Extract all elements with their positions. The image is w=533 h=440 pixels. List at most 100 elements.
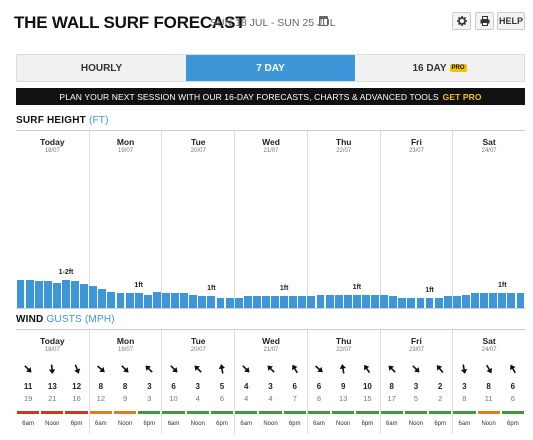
wind-speed: 8: [486, 382, 491, 391]
day-name: Thu: [335, 137, 352, 147]
time-label: 6pm: [216, 421, 228, 427]
wind-gust: 16: [72, 394, 81, 403]
wind-gust: 17: [387, 394, 396, 403]
surf-height-bar: [52, 282, 61, 308]
day-name: Wed: [262, 336, 280, 346]
surf-height-bar: [471, 293, 479, 308]
wind-direction-arrow-icon: [485, 364, 492, 374]
tab-hourly[interactable]: HOURLY: [17, 55, 186, 81]
day-date: 20/07: [190, 347, 206, 353]
day-name: Fri: [410, 336, 422, 346]
surf-height-bar: [143, 294, 152, 308]
calendar-icon[interactable]: [319, 16, 328, 26]
surf-height-bar: [516, 293, 525, 308]
wind-rating-band: [235, 411, 258, 414]
day-date: 24/07: [481, 347, 497, 353]
surf-day-column: Fri 23/07: [379, 131, 453, 308]
wind-speed: 13: [47, 382, 57, 391]
wind-gust: 6: [219, 394, 225, 403]
surf-height-bar: [207, 296, 216, 308]
print-button[interactable]: [475, 12, 494, 30]
surf-height-bar: [416, 297, 425, 308]
surf-day-column: Today 18/07: [16, 131, 89, 308]
time-label: 6pm: [288, 421, 301, 427]
wind-direction-arrow-icon: [339, 364, 347, 374]
wind-chart: Today 18/07 Mon 19/07 Tue 20/07 Wed 21/07 Thu 22/…: [16, 329, 525, 434]
day-name: Today: [40, 137, 65, 147]
time-label: 6am: [385, 421, 398, 427]
surf-height-bar: [43, 281, 52, 308]
day-date: 18/07: [44, 347, 60, 353]
pro-badge: PRO: [449, 64, 467, 72]
day-name: Wed: [262, 137, 280, 147]
wind-rating-band: [283, 411, 306, 414]
wind-rating-band: [501, 411, 524, 414]
wind-direction-arrow-icon: [388, 365, 396, 373]
wind-gust: 15: [363, 394, 372, 403]
wind-speed: 12: [72, 382, 82, 391]
wind-gust: 9: [122, 394, 128, 403]
day-name: Tue: [191, 336, 206, 346]
wind-day-column: Today 18/07: [16, 330, 89, 434]
get-pro-link[interactable]: GET PRO: [442, 91, 482, 102]
surf-unit: (FT): [88, 115, 109, 126]
surf-height-bar: [80, 284, 89, 308]
wind-rating-band: [429, 411, 452, 414]
surf-height-bar: [234, 297, 243, 308]
wind-gust: 4: [244, 394, 249, 403]
wind-gust: 11: [484, 394, 493, 403]
wind-rating-band: [17, 411, 40, 414]
time-label: 6pm: [507, 421, 519, 427]
wind-gust: 19: [23, 394, 33, 403]
tab-7-day[interactable]: 7 DAY: [186, 55, 355, 81]
surf-height-bar: [489, 293, 498, 308]
banner-text: PLAN YOUR NEXT SESSION WITH OUR 16-DAY F…: [59, 91, 439, 102]
wind-day-column: Wed 21/07: [234, 330, 307, 434]
surf-height-label: 1-2ft: [58, 268, 74, 276]
day-date: 23/07: [408, 347, 424, 353]
surf-height-bar: [307, 296, 316, 308]
surf-height-bar: [452, 296, 461, 308]
surf-height-label: 1ft: [134, 282, 143, 289]
wind-direction-arrow-icon: [24, 365, 32, 373]
tab-16-day-label: 16 DAY: [412, 62, 447, 74]
header: THE WALL SURF FORECAST SUN 18 JUL - SUN …: [14, 10, 525, 34]
surf-height-bar: [71, 281, 79, 308]
wind-rating-band: [404, 411, 428, 414]
surf-height-title: SURF HEIGHT (FT): [16, 115, 109, 126]
tab-16-day[interactable]: 16 DAY PRO: [355, 55, 524, 81]
wind-speed: 8: [122, 382, 128, 391]
wind-rating-band: [89, 411, 112, 414]
surf-height-bar: [434, 297, 443, 308]
wind-reading: 6 10: [162, 364, 186, 408]
surf-height-bar: [380, 294, 389, 308]
surf-height-bar: [125, 293, 134, 308]
surf-height-bar: [89, 285, 98, 308]
surf-height-bar: [152, 291, 161, 308]
wind-gust: 3: [147, 394, 152, 403]
time-label: 6pm: [143, 421, 156, 427]
wind-reading: 12 16: [65, 364, 89, 408]
wind-unit: (MPH): [84, 314, 115, 325]
surf-day-column: Tue 20/07: [161, 131, 234, 308]
time-label: 6pm: [434, 421, 446, 427]
wind-direction-arrow-icon: [96, 365, 105, 373]
time-label: 6am: [94, 421, 107, 427]
wind-speed: 3: [195, 382, 200, 391]
day-name: Mon: [116, 336, 135, 346]
wind-gust: 7: [292, 394, 297, 403]
surf-height-bar: [443, 296, 452, 308]
help-button[interactable]: HELP: [497, 12, 525, 30]
wind-direction-arrow-icon: [218, 364, 226, 374]
wind-reading: 11 19: [16, 364, 40, 408]
pro-banner[interactable]: PLAN YOUR NEXT SESSION WITH OUR 16-DAY F…: [16, 88, 525, 105]
wind-gust: 6: [510, 394, 515, 403]
wind-rating-band: [138, 411, 161, 414]
surf-height-bar: [216, 297, 225, 308]
wind-direction-arrow-icon: [121, 365, 129, 373]
settings-button[interactable]: [452, 12, 471, 30]
time-label: Noon: [263, 421, 278, 427]
wind-reading: 9 13: [331, 364, 355, 408]
